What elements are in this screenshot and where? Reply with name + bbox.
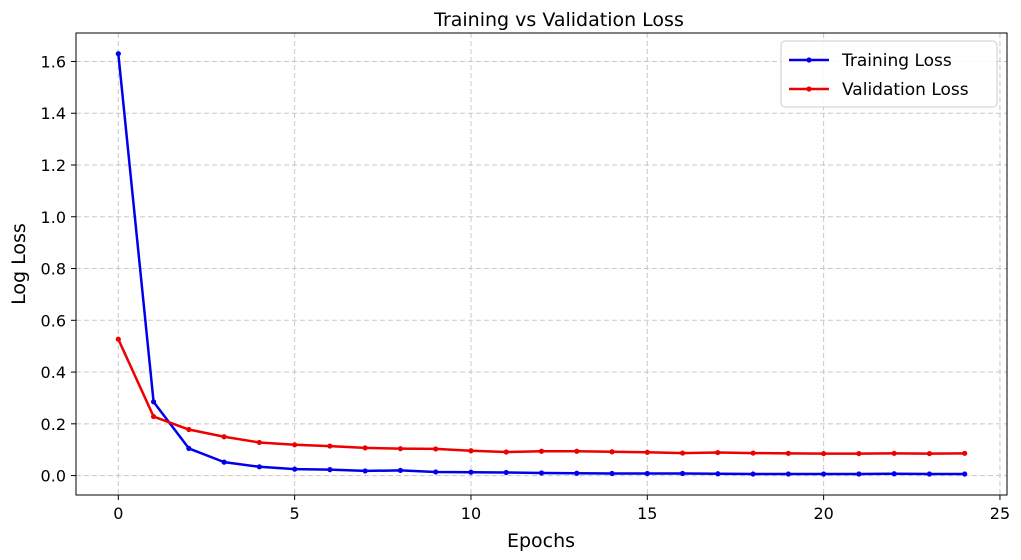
data-point (468, 448, 474, 454)
data-point (362, 445, 368, 451)
data-point (538, 448, 545, 454)
data-point (962, 471, 968, 477)
data-point (362, 468, 368, 474)
series-layer (115, 51, 968, 477)
data-point (785, 471, 791, 477)
data-point (221, 459, 227, 465)
series-line (117, 53, 965, 476)
data-point (821, 471, 827, 477)
data-point (679, 470, 686, 477)
y-tick-label: 1.4 (41, 104, 66, 123)
data-point (609, 470, 615, 477)
data-point (856, 471, 862, 477)
data-point (574, 448, 580, 454)
data-point (574, 470, 580, 476)
data-point (327, 467, 333, 473)
y-tick-label: 0.0 (41, 467, 66, 486)
x-tick-label: 25 (990, 504, 1010, 523)
y-tick-label: 0.6 (41, 311, 66, 330)
x-axis-title: Epochs (507, 530, 575, 552)
data-point (503, 469, 509, 476)
legend-marker (806, 57, 812, 63)
x-tick-label: 5 (290, 504, 300, 523)
data-point (750, 471, 756, 477)
data-point (644, 470, 650, 477)
data-point (433, 469, 439, 475)
data-point (221, 434, 227, 440)
data-point (926, 450, 933, 457)
data-point (785, 450, 791, 456)
legend-marker (806, 86, 812, 92)
legend-frame (780, 40, 998, 108)
y-tick-label: 0.8 (41, 260, 66, 279)
data-point (821, 450, 827, 457)
x-tick-label: 15 (637, 504, 657, 523)
data-point (715, 471, 721, 477)
plot-frame (75, 32, 1008, 496)
data-point (186, 445, 192, 452)
y-tick-label: 0.4 (41, 363, 66, 382)
data-point (715, 449, 721, 456)
data-point (891, 471, 897, 477)
chart-title: Training vs Validation Loss (433, 9, 684, 31)
data-point (891, 450, 897, 456)
series-validation-loss (115, 336, 968, 457)
legend-entry: Training Loss (789, 51, 952, 71)
data-point (856, 450, 862, 457)
y-tick-label: 1.6 (41, 52, 66, 71)
data-point (468, 469, 474, 475)
series-line (117, 338, 965, 455)
data-point (926, 471, 933, 477)
data-point (644, 449, 650, 455)
y-tick-label: 0.2 (41, 415, 66, 434)
data-point (962, 450, 968, 456)
data-point (397, 467, 404, 474)
legend-label: Validation Loss (842, 80, 969, 100)
data-point (186, 426, 192, 433)
series-training-loss (115, 51, 968, 477)
legend-label: Training Loss (841, 51, 952, 71)
data-point (150, 413, 157, 420)
x-tick-label: 10 (461, 504, 481, 523)
data-point (750, 450, 756, 456)
x-tick-label: 0 (113, 504, 123, 523)
y-axis-ticks: 0.0 0.2 0.4 0.6 0.8 1.0 1.2 1.4 1.6 (41, 52, 76, 486)
data-point (292, 442, 298, 448)
data-point (115, 51, 121, 57)
data-point (150, 399, 157, 405)
y-tick-label: 1.0 (41, 208, 66, 227)
data-point (397, 446, 404, 452)
data-point (433, 446, 439, 452)
x-tick-label: 20 (813, 504, 833, 523)
legend-entry: Validation Loss (789, 80, 969, 100)
data-point (256, 439, 262, 446)
y-axis-title: Log Loss (8, 223, 30, 305)
data-point (292, 466, 298, 472)
y-tick-label: 1.2 (41, 156, 66, 175)
data-point (503, 449, 509, 455)
data-point (679, 450, 686, 456)
data-point (609, 449, 615, 455)
legend: Training Loss Validation Loss (780, 40, 998, 108)
x-axis-ticks: 0 5 10 15 20 25 (113, 495, 1010, 523)
data-point (256, 464, 262, 470)
data-point (538, 470, 545, 476)
data-point (115, 336, 121, 342)
data-point (327, 443, 333, 449)
